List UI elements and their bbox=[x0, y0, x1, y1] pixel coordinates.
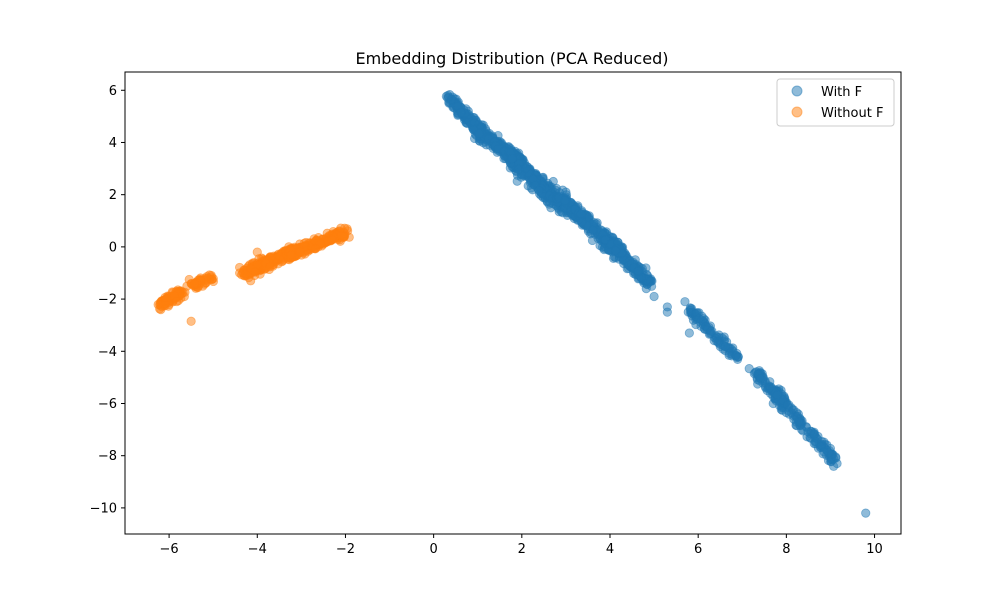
data-point bbox=[633, 266, 643, 276]
data-point bbox=[561, 187, 571, 197]
chart-title: Embedding Distribution (PCA Reduced) bbox=[356, 49, 669, 68]
y-tick-label: −4 bbox=[98, 345, 117, 360]
series-without-f bbox=[153, 223, 354, 326]
data-point bbox=[327, 235, 337, 245]
data-point bbox=[587, 235, 598, 246]
data-point bbox=[772, 390, 782, 400]
y-tick-label: 0 bbox=[109, 240, 117, 255]
data-point bbox=[265, 262, 275, 272]
data-point bbox=[694, 313, 704, 324]
data-point bbox=[310, 244, 321, 254]
x-tick-label: 0 bbox=[429, 542, 437, 557]
y-tick-label: −2 bbox=[98, 293, 117, 308]
y-tick-label: −6 bbox=[98, 397, 117, 412]
data-point bbox=[507, 154, 517, 164]
legend: With F Without F bbox=[776, 78, 895, 127]
data-point bbox=[684, 328, 694, 338]
data-point bbox=[649, 291, 659, 302]
data-point bbox=[680, 297, 690, 307]
data-point bbox=[252, 247, 262, 257]
data-point bbox=[577, 217, 587, 227]
x-tick-label: −6 bbox=[160, 542, 179, 557]
legend-label-with-f: With F bbox=[821, 85, 862, 100]
data-point bbox=[186, 316, 196, 326]
data-point bbox=[647, 281, 657, 291]
data-point bbox=[576, 209, 586, 219]
data-point bbox=[589, 218, 599, 228]
data-point bbox=[819, 447, 829, 457]
data-point bbox=[731, 351, 741, 361]
y-tick-label: 2 bbox=[109, 188, 117, 203]
y-tick-label: −10 bbox=[90, 501, 117, 516]
data-point bbox=[753, 379, 763, 389]
points-layer bbox=[153, 90, 871, 518]
data-point bbox=[299, 238, 309, 248]
data-point bbox=[443, 93, 453, 103]
data-point bbox=[235, 268, 245, 278]
data-point bbox=[782, 400, 793, 410]
x-tick-label: 8 bbox=[782, 542, 790, 557]
x-tick-label: 4 bbox=[606, 542, 614, 557]
data-point bbox=[789, 414, 799, 424]
data-point bbox=[720, 341, 730, 352]
data-point bbox=[204, 270, 215, 280]
x-tick-label: 2 bbox=[518, 542, 526, 557]
x-tick-label: 10 bbox=[866, 542, 883, 557]
data-point bbox=[610, 246, 621, 256]
data-point bbox=[456, 107, 466, 118]
data-point bbox=[521, 163, 531, 173]
data-point bbox=[286, 250, 296, 260]
data-point bbox=[295, 247, 305, 257]
data-point bbox=[534, 186, 544, 196]
legend-marker-with-f bbox=[791, 85, 803, 97]
y-axis: 6 4 2 0 −2 −4 −6 −8 −10 bbox=[90, 84, 125, 516]
data-point bbox=[336, 223, 346, 233]
x-tick-label: −2 bbox=[336, 542, 355, 557]
data-point bbox=[744, 364, 754, 374]
plot-area-frame bbox=[124, 71, 902, 535]
data-point bbox=[584, 212, 594, 222]
x-tick-label: −4 bbox=[248, 542, 267, 557]
y-tick-label: 6 bbox=[109, 84, 117, 99]
data-point bbox=[474, 128, 484, 139]
data-point bbox=[861, 508, 871, 518]
y-tick-label: −8 bbox=[98, 449, 117, 464]
data-point bbox=[809, 429, 820, 439]
data-point bbox=[246, 276, 256, 286]
data-point bbox=[172, 296, 182, 307]
data-point bbox=[662, 302, 672, 312]
legend-frame bbox=[776, 78, 895, 127]
data-point bbox=[189, 279, 200, 289]
data-point bbox=[153, 299, 163, 310]
legend-label-without-f: Without F bbox=[821, 106, 883, 121]
x-tick-label: 6 bbox=[694, 542, 702, 557]
data-point bbox=[250, 267, 260, 277]
legend-marker-without-f bbox=[791, 106, 803, 118]
y-tick-label: 4 bbox=[109, 136, 117, 151]
data-point bbox=[714, 330, 724, 340]
data-point bbox=[560, 195, 570, 206]
data-point bbox=[705, 326, 716, 336]
series-with-f bbox=[441, 90, 871, 518]
x-axis: −6 −4 −2 0 2 4 6 8 10 bbox=[160, 534, 883, 557]
data-point bbox=[832, 458, 842, 469]
